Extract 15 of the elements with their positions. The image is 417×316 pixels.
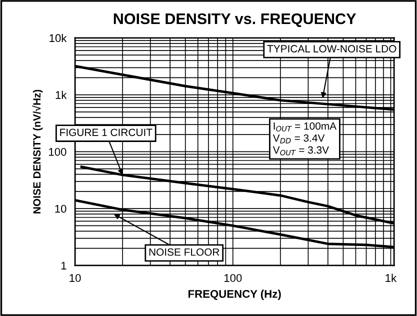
x-tick-label: 100 — [224, 274, 242, 282]
y-tick-label: 100 — [49, 148, 66, 156]
y-tick-label: 1k — [56, 90, 67, 99]
x-axis-title: FREQUENCY (Hz) — [188, 290, 281, 300]
x-tick-label: 10 — [70, 274, 81, 282]
y-tick-label: 10 — [55, 204, 66, 213]
annotation: FIGURE 1 CIRCUIT — [60, 128, 152, 136]
annotation: TYPICAL LOW-NOISE LDO — [267, 45, 396, 52]
y-axis-title: NOISE DENSITY (nV/√Hz) — [32, 90, 43, 214]
y-tick-label: 10k — [50, 34, 67, 42]
text: I$_{OUT}$ = 100mA V$_{DD}$ = 3.4V V$_{OUT}$ = 3.3V — [272, 122, 337, 156]
chart-title: NOISE DENSITY vs. FREQUENCY — [114, 13, 356, 28]
y-tick-label: 1 — [61, 262, 66, 270]
x-tick-label: 1k — [386, 274, 397, 282]
annotation: NOISE FLOOR — [149, 248, 220, 256]
